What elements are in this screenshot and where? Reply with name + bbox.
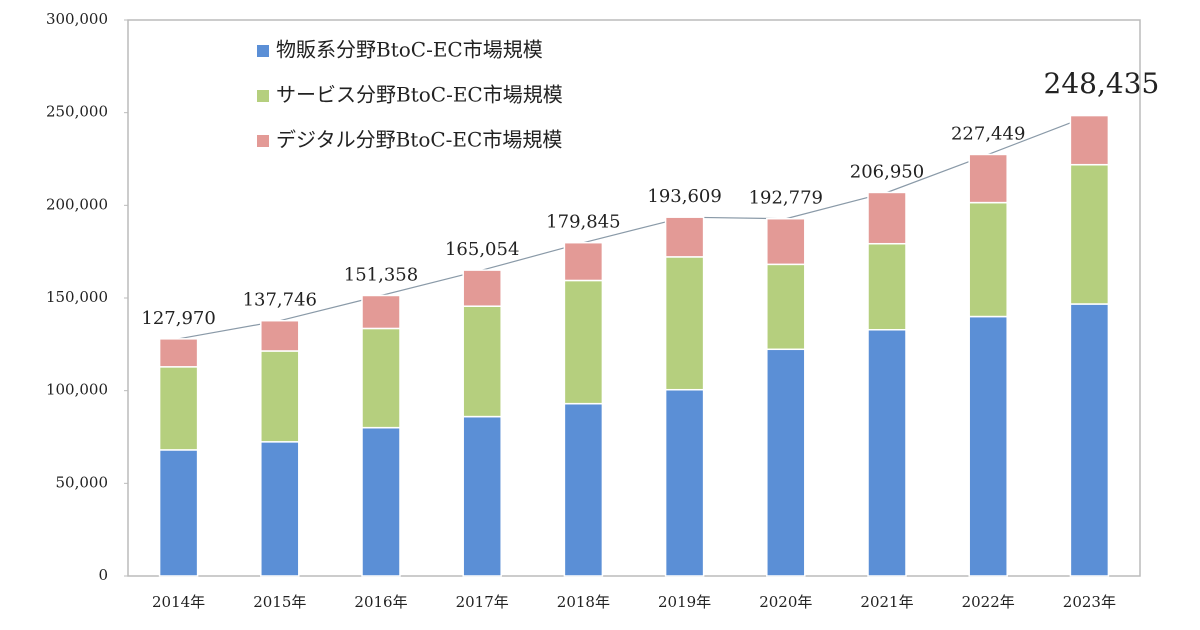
bar-segment xyxy=(361,327,401,429)
bar-segment xyxy=(462,415,502,577)
x-tick-label: 2015年 xyxy=(253,593,306,611)
total-line xyxy=(178,115,1090,340)
bar-segment xyxy=(260,319,300,352)
x-tick-label: 2023年 xyxy=(1063,593,1116,611)
total-label: 206,950 xyxy=(850,161,924,182)
legend-swatch xyxy=(257,90,269,102)
bar-segment xyxy=(158,449,199,577)
total-label: 127,970 xyxy=(141,308,215,329)
bar-segment xyxy=(462,305,502,418)
bar-segment xyxy=(563,279,604,405)
x-tick-label: 2016年 xyxy=(354,593,407,611)
bar-segment xyxy=(1069,163,1110,305)
bar-segment xyxy=(563,241,604,282)
bar-segment xyxy=(361,426,401,577)
bar-segment xyxy=(867,191,907,245)
total-label: 192,779 xyxy=(749,188,823,209)
legend-label: 物販系分野BtoC-EC市場規模 xyxy=(276,38,543,62)
y-tick-label: 250,000 xyxy=(46,103,108,121)
bar-segment xyxy=(361,294,401,330)
bar-segment xyxy=(766,348,806,577)
total-label: 151,358 xyxy=(344,264,418,285)
total-label: 248,435 xyxy=(1044,67,1160,100)
x-tick-label: 2014年 xyxy=(152,593,205,611)
x-tick-label: 2020年 xyxy=(759,593,812,611)
bar-segment xyxy=(766,217,806,266)
x-tick-label: 2021年 xyxy=(860,593,913,611)
y-tick-label: 200,000 xyxy=(46,195,108,213)
bar-segment xyxy=(664,388,705,577)
total-label: 165,054 xyxy=(445,239,519,260)
total-label: 193,609 xyxy=(647,186,721,207)
x-tick-label: 2018年 xyxy=(557,593,610,611)
bar-segment xyxy=(968,153,1008,204)
bar-segment xyxy=(1069,303,1110,577)
bar-segment xyxy=(158,366,199,451)
bar-segment xyxy=(867,329,907,577)
x-tick-label: 2019年 xyxy=(658,593,711,611)
bar-segment xyxy=(260,350,300,443)
bar-segment xyxy=(968,315,1008,577)
x-tick-label: 2017年 xyxy=(456,593,509,611)
legend-swatch xyxy=(257,135,269,147)
total-label: 137,746 xyxy=(243,290,317,311)
total-label: 179,845 xyxy=(546,212,620,233)
bar-segment xyxy=(1069,114,1110,166)
legend-label: デジタル分野BtoC-EC市場規模 xyxy=(276,128,562,152)
y-tick-label: 50,000 xyxy=(56,473,109,491)
bar-segment xyxy=(158,338,199,368)
bar-segment xyxy=(867,242,907,331)
y-tick-label: 0 xyxy=(98,566,108,584)
x-tick-label: 2022年 xyxy=(962,593,1015,611)
legend-swatch xyxy=(257,45,269,57)
bar-segment xyxy=(664,256,705,391)
y-tick-label: 300,000 xyxy=(46,10,108,28)
bar-segment xyxy=(664,216,705,258)
total-label: 227,449 xyxy=(951,123,1025,144)
y-tick-label: 100,000 xyxy=(46,381,108,399)
bar-segment xyxy=(260,441,300,577)
legend-label: サービス分野BtoC-EC市場規模 xyxy=(276,83,563,107)
y-tick-label: 150,000 xyxy=(46,288,108,306)
bar-segment xyxy=(968,201,1008,318)
bar-segment xyxy=(766,263,806,351)
bar-segment xyxy=(563,402,604,577)
bar-segment xyxy=(462,269,502,307)
